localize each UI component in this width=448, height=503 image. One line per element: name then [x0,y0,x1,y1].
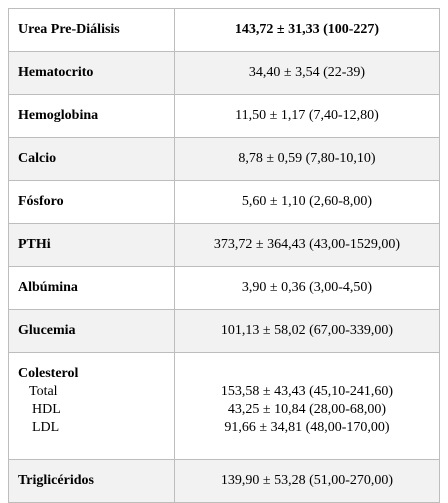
row-label: Calcio [8,137,175,181]
table-row: Albúmina 3,90 ± 0,36 (3,00-4,50) [8,266,440,310]
row-value: 139,90 ± 53,28 (51,00-270,00) [174,459,440,503]
table-row: Hematocrito 34,40 ± 3,54 (22-39) [8,51,440,95]
group-label: Colesterol [18,366,79,381]
row-label: Triglicéridos [8,459,175,503]
row-label: Hemoglobina [8,94,175,138]
row-value: 101,13 ± 58,02 (67,00-339,00) [174,309,440,353]
row-label: Hematocrito [8,51,175,95]
table-row: Triglicéridos 139,90 ± 53,28 (51,00-270,0… [8,459,440,503]
row-label: PTHi [8,223,175,267]
sub-value: 91,66 ± 34,81 (48,00-170,00) [224,420,390,435]
table-row: Fósforo 5,60 ± 1,10 (2,60-8,00) [8,180,440,224]
sub-label: Total [29,384,58,399]
table-body: Urea Pre-Diálisis 143,72 ± 31,33 (100-227… [8,8,440,503]
row-label: Colesterol Total HDL LDL [8,352,175,460]
row-value: 8,78 ± 0,59 (7,80-10,10) [174,137,440,181]
table-row: Hemoglobina 11,50 ± 1,17 (7,40-12,80) [8,94,440,138]
row-label: Urea Pre-Diálisis [8,8,175,52]
spacer [175,365,439,383]
table-row: Glucemia 101,13 ± 58,02 (67,00-339,00) [8,309,440,353]
row-value: 373,72 ± 364,43 (43,00-1529,00) [174,223,440,267]
table-row: Colesterol Total HDL LDL 153,58 ± 43,43 (45,… [8,352,440,460]
data-table: Urea Pre-Diálisis 143,72 ± 31,33 (100-227… [8,8,440,503]
row-value: 153,58 ± 43,43 (45,10-241,60) 43,25 ± 10,… [174,352,440,460]
row-label: Fósforo [8,180,175,224]
sub-value: 43,25 ± 10,84 (28,00-68,00) [227,402,387,417]
row-label: Albúmina [8,266,175,310]
row-value: 5,60 ± 1,10 (2,60-8,00) [174,180,440,224]
sub-value: 153,58 ± 43,43 (45,10-241,60) [220,384,394,399]
table-row: Calcio 8,78 ± 0,59 (7,80-10,10) [8,137,440,181]
row-value: 3,90 ± 0,36 (3,00-4,50) [174,266,440,310]
sub-label: HDL [32,402,61,417]
row-value: 11,50 ± 1,17 (7,40-12,80) [174,94,440,138]
sub-label: LDL [32,420,60,435]
table-row: Urea Pre-Diálisis 143,72 ± 31,33 (100-227… [8,8,440,52]
row-value: 34,40 ± 3,54 (22-39) [174,51,440,95]
row-value: 143,72 ± 31,33 (100-227) [174,8,440,52]
table-row: PTHi 373,72 ± 364,43 (43,00-1529,00) [8,223,440,267]
row-label: Glucemia [8,309,175,353]
